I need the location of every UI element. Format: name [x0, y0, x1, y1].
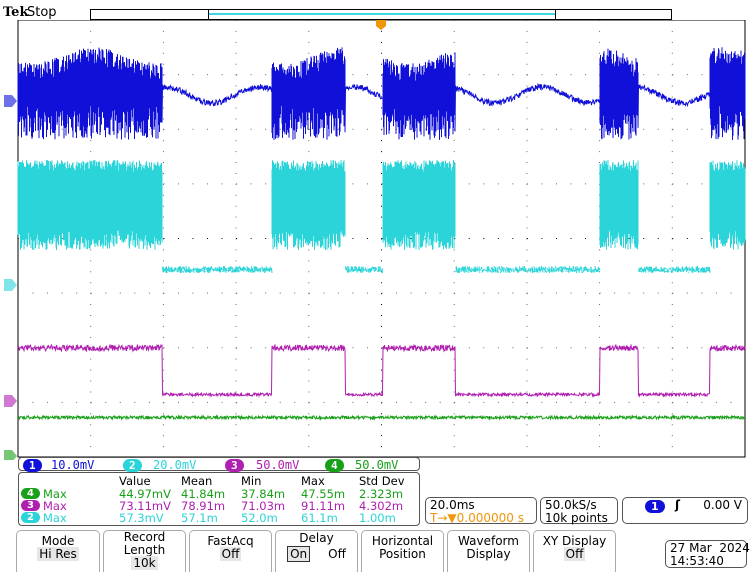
acquisition-readout[interactable]: 50.0kS/s 10k points	[540, 497, 618, 525]
measurement-value: 57.1m	[181, 511, 218, 525]
delay-off-option[interactable]: Off	[328, 547, 346, 561]
ch2-ground-marker	[4, 279, 17, 291]
measurement-header: Max	[301, 474, 325, 488]
sample-rate: 50.0kS/s	[545, 498, 597, 512]
trigger-level: 0.00 V	[703, 498, 742, 512]
delay-icon: T→▼	[430, 511, 457, 525]
delay-on-option[interactable]: On	[287, 546, 311, 562]
ch3-scale: 50.0mV	[256, 458, 300, 472]
ch4-badge[interactable]: 4	[325, 459, 344, 472]
ch2-scale: 20.0mV	[153, 458, 197, 472]
ch1-scale: 10.0mV	[51, 458, 95, 472]
measurement-value: 61.1m	[301, 511, 338, 525]
time: 14:53:40	[670, 554, 724, 568]
ch2-badge[interactable]: 2	[123, 459, 142, 472]
record-length-button[interactable]: Record Length 10k	[103, 530, 186, 572]
delay-value: 0.000000 s	[456, 511, 524, 525]
button-value: 10k	[131, 556, 158, 570]
button-title: Mode	[41, 534, 75, 548]
ch4-waveform	[17, 414, 746, 421]
measurement-header: Std Dev	[359, 474, 405, 488]
horizontal-readout[interactable]: 20.0ms T→▼0.000000 s	[425, 497, 537, 525]
channel-scale-bar: 1 10.0mV 2 20.0mV 3 50.0mV 4 50.0mV	[18, 457, 420, 472]
button-value: Hi Res	[37, 547, 79, 561]
horizontal-position-button[interactable]: Horizontal Position	[361, 530, 444, 572]
time-scale: 20.0ms	[430, 498, 475, 512]
button-title: Horizontal Position	[371, 534, 434, 561]
measurement-value: 71.03m	[241, 499, 286, 513]
measurement-type: Max	[43, 511, 67, 525]
measurement-value: 2.323m	[359, 487, 404, 501]
trigger-readout[interactable]: 1 ʃ 0.00 V	[622, 497, 748, 524]
trigger-position-marker	[376, 20, 386, 30]
measurement-header: Mean	[181, 474, 213, 488]
measurement-table: Value Mean Min Max Std Dev 4 Max 44.97mV 41.84m 3…	[18, 472, 420, 526]
date-time: 27 Mar 2024 14:53:40	[665, 540, 750, 568]
measurement-value: 4.302m	[359, 499, 404, 513]
button-title: FastAcq	[207, 534, 254, 548]
measurement-value: 41.84m	[181, 487, 226, 501]
delay-button[interactable]: Delay On Off	[275, 530, 358, 572]
ch4-ground-marker	[4, 450, 17, 460]
measurement-value: 73.11mV	[119, 499, 171, 513]
measurement-channel-badge: 3	[21, 500, 40, 511]
ch4-scale: 50.0mV	[355, 458, 399, 472]
measurement-header: Value	[119, 474, 151, 488]
ch2-waveform	[17, 160, 746, 274]
measurement-header: Min	[241, 474, 262, 488]
measurement-value: 91.11m	[301, 499, 346, 513]
measurement-value: 78.91m	[181, 499, 226, 513]
waveform-display	[4, 20, 746, 460]
record-points: 10k points	[545, 511, 608, 525]
measurement-value: 57.3mV	[119, 511, 164, 525]
date: 27 Mar 2024	[670, 541, 750, 555]
measurement-type: Max	[43, 499, 67, 513]
button-title: Delay	[299, 531, 334, 545]
waveform-display-button[interactable]: Waveform Display	[447, 530, 530, 572]
ch3-waveform	[17, 343, 746, 398]
fastacq-button[interactable]: FastAcq Off	[189, 530, 272, 572]
record-view-window	[208, 9, 556, 20]
mode-button[interactable]: Mode Hi Res	[16, 530, 100, 572]
rising-edge-icon: ʃ	[675, 498, 680, 512]
ch3-badge[interactable]: 3	[225, 459, 244, 472]
measurement-value: 1.00m	[359, 511, 396, 525]
button-title: Record Length	[123, 530, 166, 557]
xy-display-button[interactable]: XY Display Off	[533, 530, 616, 572]
ch1-badge[interactable]: 1	[23, 459, 42, 472]
button-value: Off	[563, 547, 586, 561]
acquisition-state: Stop	[27, 5, 57, 20]
trigger-source: 1	[645, 500, 665, 513]
ch1-waveform	[17, 47, 746, 140]
brand-logo: Tek	[3, 5, 29, 20]
button-title: XY Display	[542, 534, 607, 548]
measurement-type: Max	[43, 487, 67, 501]
measurement-value: 44.97mV	[119, 487, 171, 501]
ch1-ground-marker	[4, 95, 17, 107]
measurement-value: 52.0m	[241, 511, 278, 525]
button-value: Off	[219, 547, 242, 561]
measurement-channel-badge: 4	[21, 488, 40, 499]
button-title: Waveform Display	[458, 534, 519, 561]
measurement-value: 37.84m	[241, 487, 286, 501]
measurement-value: 47.55m	[301, 487, 346, 501]
measurement-channel-badge: 2	[21, 512, 40, 523]
ch3-ground-marker	[4, 395, 17, 407]
